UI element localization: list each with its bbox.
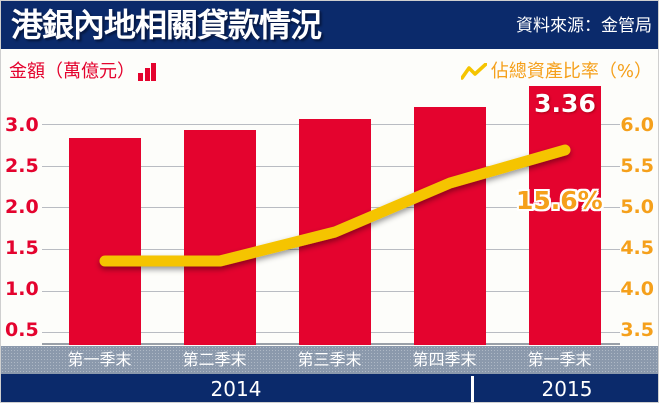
category-axis-band: 第一季末 第二季末 第三季末 第四季末 第一季末 bbox=[1, 346, 658, 374]
year-group-2015: 2015 bbox=[541, 377, 593, 401]
legend-amount: 金額（萬億元） bbox=[9, 61, 156, 83]
header-bar: 港銀內地相關貸款情況 資料來源：金管局 bbox=[1, 1, 658, 49]
bar-q4-2014 bbox=[414, 107, 486, 345]
legend-amount-label: 金額（萬億元） bbox=[9, 61, 135, 82]
legend-ratio: 佔總資產比率（%） bbox=[460, 61, 652, 83]
bar-q1-2014 bbox=[69, 138, 141, 345]
bar-q3-2014 bbox=[299, 119, 371, 345]
year-group-2014: 2014 bbox=[210, 377, 262, 401]
x-axis-label-q4-2014: 第四季末 bbox=[412, 350, 477, 369]
x-axis-label-q1-2014: 第一季末 bbox=[67, 350, 132, 369]
legend-ratio-label: 佔總資產比率（%） bbox=[490, 61, 652, 82]
y-axis-left-tick-3.0: 3.0 bbox=[5, 114, 39, 136]
y-axis-left-tick-0.5: 0.5 bbox=[5, 319, 39, 341]
x-axis-label-q3-2014: 第三季末 bbox=[297, 350, 362, 369]
year-axis-band: 2014 2015 bbox=[1, 374, 658, 402]
page-title: 港銀內地相關貸款情況 bbox=[11, 6, 322, 44]
x-axis-label-q1-2015: 第一季末 bbox=[527, 350, 592, 369]
line-chart-icon bbox=[460, 63, 487, 80]
y-axis-left-tick-2.0: 2.0 bbox=[5, 196, 39, 218]
bar-q2-2014 bbox=[184, 130, 256, 345]
year-group-divider bbox=[471, 376, 474, 402]
y-axis-left-tick-1.5: 1.5 bbox=[5, 237, 39, 259]
x-axis-label-q2-2014: 第二季末 bbox=[182, 350, 247, 369]
plot-area: 3.36 15.6% bbox=[42, 86, 620, 345]
y-axis-left-tick-1.0: 1.0 bbox=[5, 278, 39, 300]
bar-value-label-q1-2015: 3.36 bbox=[534, 89, 596, 118]
source-attribution: 資料來源：金管局 bbox=[516, 16, 652, 36]
bar-q1-2015: 3.36 bbox=[529, 86, 601, 345]
line-value-label-q1-2015: 15.6% bbox=[516, 186, 603, 215]
y-axis-left-tick-2.5: 2.5 bbox=[5, 155, 39, 177]
bar-chart-icon bbox=[138, 63, 156, 81]
